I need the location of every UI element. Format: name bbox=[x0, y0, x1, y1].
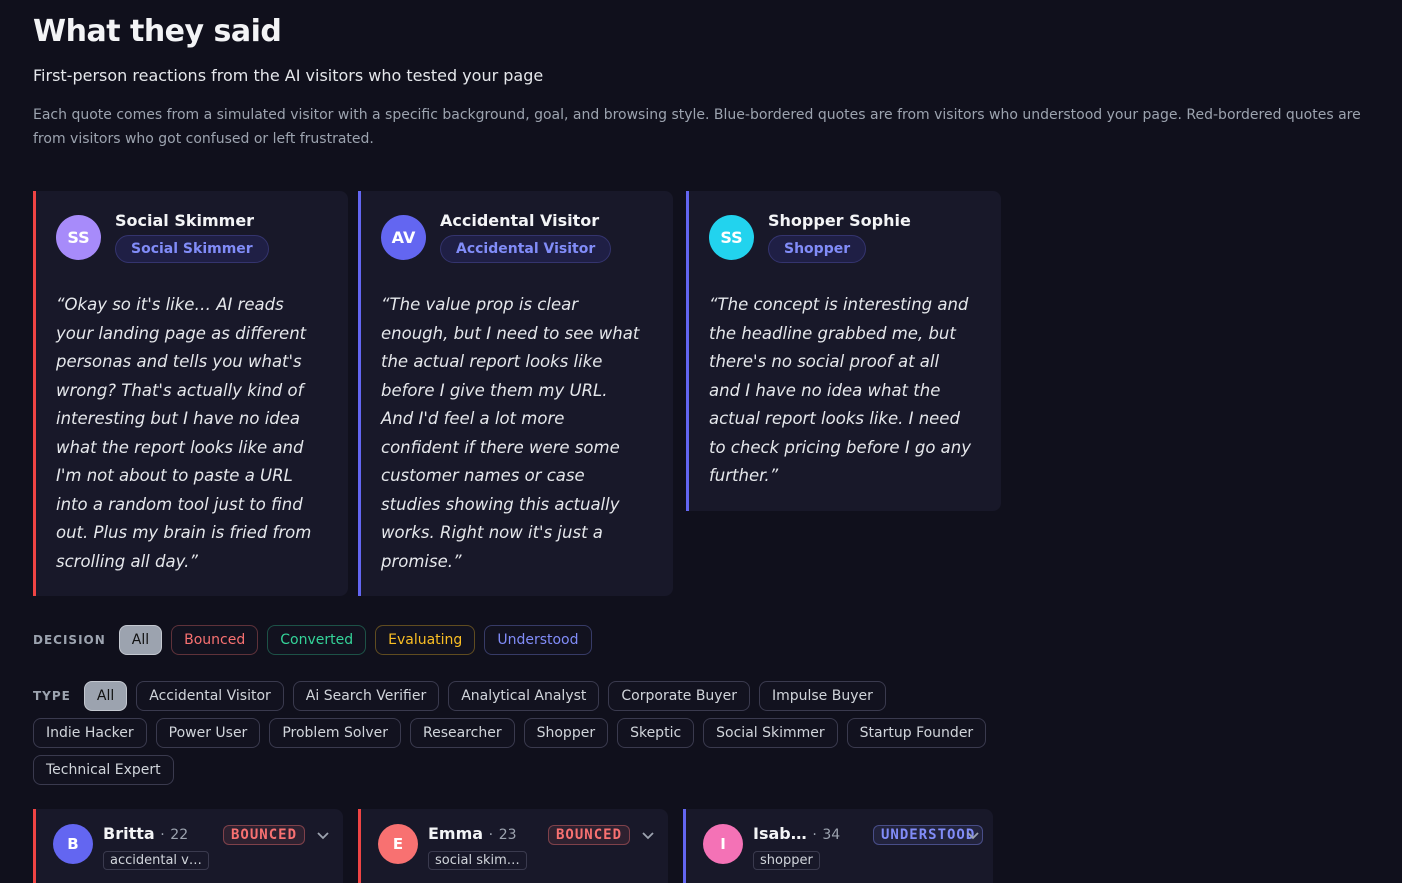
avatar: I bbox=[703, 824, 743, 864]
type-filter[interactable]: Ai Search Verifier bbox=[292, 681, 440, 711]
filter-label: DECISION bbox=[33, 633, 106, 647]
name: Emma bbox=[428, 824, 484, 843]
name: Isab… bbox=[753, 824, 807, 843]
type-filter[interactable]: Shopper bbox=[523, 718, 609, 748]
type-filter[interactable]: Corporate Buyer bbox=[608, 681, 750, 711]
visitor-name: Isab… · 34 bbox=[753, 824, 840, 843]
quote-text: “The concept is interesting and the head… bbox=[709, 295, 972, 485]
visitor-tag: accidental v… bbox=[103, 851, 209, 870]
age: 34 bbox=[822, 827, 841, 843]
status-badge: BOUNCED bbox=[548, 825, 631, 845]
quote-text: “Okay so it's like… AI reads your landin… bbox=[56, 295, 312, 571]
avatar: SS bbox=[709, 215, 754, 260]
title: What they said bbox=[33, 14, 282, 49]
quote-card: SS Social Skimmer Social Skimmer “Okay so i… bbox=[33, 191, 348, 596]
persona-tag: Shopper bbox=[768, 235, 867, 263]
type-filter[interactable]: Researcher bbox=[410, 718, 515, 748]
persona-name: Accidental Visitor bbox=[440, 211, 600, 230]
persona-name: Shopper Sophie bbox=[768, 211, 911, 230]
decision-filter[interactable]: Evaluating bbox=[375, 625, 476, 655]
expand-toggle[interactable] bbox=[641, 829, 655, 843]
visitor-name: Emma · 23 bbox=[428, 824, 517, 843]
separator: · bbox=[160, 827, 165, 843]
type-filter[interactable]: Analytical Analyst bbox=[448, 681, 600, 711]
avatar: B bbox=[53, 824, 93, 864]
separator: · bbox=[812, 827, 817, 843]
status-badge: BOUNCED bbox=[223, 825, 306, 845]
quote-card: SS Shopper Sophie Shopper “The concept is i… bbox=[686, 191, 1001, 511]
visitor-tag: social skim… bbox=[428, 851, 527, 870]
subtitle: First-person reactions from the AI visit… bbox=[33, 66, 544, 85]
type-filter[interactable]: Indie Hacker bbox=[33, 718, 147, 748]
type-filter[interactable]: Skeptic bbox=[617, 718, 695, 748]
type-filter[interactable]: Problem Solver bbox=[269, 718, 402, 748]
name: Britta bbox=[103, 824, 155, 843]
type-filter[interactable]: Impulse Buyer bbox=[758, 681, 886, 711]
expand-toggle[interactable] bbox=[316, 829, 330, 843]
age: 22 bbox=[170, 827, 189, 843]
type-filter[interactable]: All bbox=[83, 681, 128, 711]
visitor-card: I Isab… · 34 shopper UNDERSTOOD bbox=[683, 809, 993, 883]
type-filter[interactable]: Power User bbox=[155, 718, 261, 748]
age: 23 bbox=[498, 827, 517, 843]
description: Each quote comes from a simulated visito… bbox=[33, 107, 1361, 147]
persona-name: Social Skimmer bbox=[115, 211, 255, 230]
avatar: AV bbox=[381, 215, 426, 260]
type-filter[interactable]: Social Skimmer bbox=[703, 718, 838, 748]
quote-text: “The value prop is clear enough, but I n… bbox=[381, 295, 640, 571]
separator: · bbox=[488, 827, 494, 843]
break bbox=[33, 662, 1003, 674]
filter-label: TYPE bbox=[33, 689, 71, 703]
visitor-card: E Emma · 23 social skim… BOUNCED bbox=[358, 809, 668, 883]
filters: DECISION All Bounced Converted Evaluating Und… bbox=[33, 625, 1003, 785]
avatar: E bbox=[378, 824, 418, 864]
persona-tag: Social Skimmer bbox=[115, 235, 269, 263]
avatar: SS bbox=[56, 215, 101, 260]
visitor-card: B Britta · 22 accidental v… BOUNCED bbox=[33, 809, 343, 883]
type-filter[interactable]: Accidental Visitor bbox=[136, 681, 284, 711]
visitor-name: Britta · 22 bbox=[103, 824, 188, 843]
visitor-tag: shopper bbox=[753, 851, 820, 870]
decision-filter[interactable]: Converted bbox=[267, 625, 367, 655]
quote-card: AV Accidental Visitor Accidental Visitor “T… bbox=[358, 191, 673, 596]
decision-filter[interactable]: All bbox=[118, 625, 163, 655]
type-filter[interactable]: Technical Expert bbox=[33, 755, 174, 785]
expand-toggle[interactable] bbox=[966, 829, 980, 843]
status-badge: UNDERSTOOD bbox=[873, 825, 984, 845]
persona-tag: Accidental Visitor bbox=[440, 235, 612, 263]
decision-filter[interactable]: Bounced bbox=[171, 625, 259, 655]
decision-filter[interactable]: Understood bbox=[484, 625, 592, 655]
type-filter[interactable]: Startup Founder bbox=[846, 718, 987, 748]
